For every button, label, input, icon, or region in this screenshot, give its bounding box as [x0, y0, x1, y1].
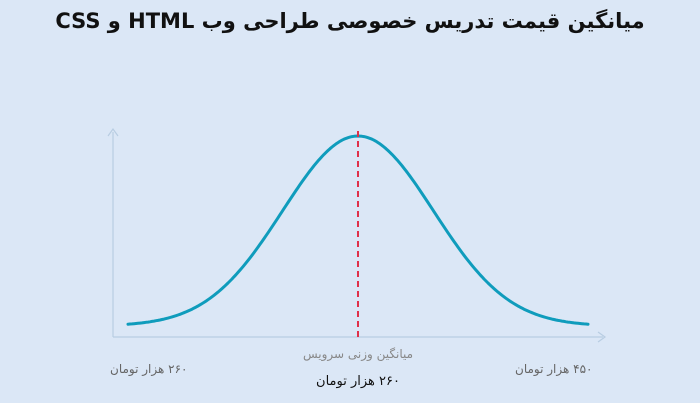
max-price-label: ۴۵۰ هزار تومان — [515, 362, 593, 376]
chart-title: میانگین قیمت تدریس خصوصی طراحی وب HTML و… — [55, 9, 645, 33]
min-price-label: ۲۶۰ هزار تومان — [110, 362, 188, 376]
y-axis — [107, 127, 119, 337]
average-caption: میانگین وزنی سرویس — [302, 347, 414, 361]
average-value: ۲۶۰ هزار تومان — [316, 374, 400, 389]
